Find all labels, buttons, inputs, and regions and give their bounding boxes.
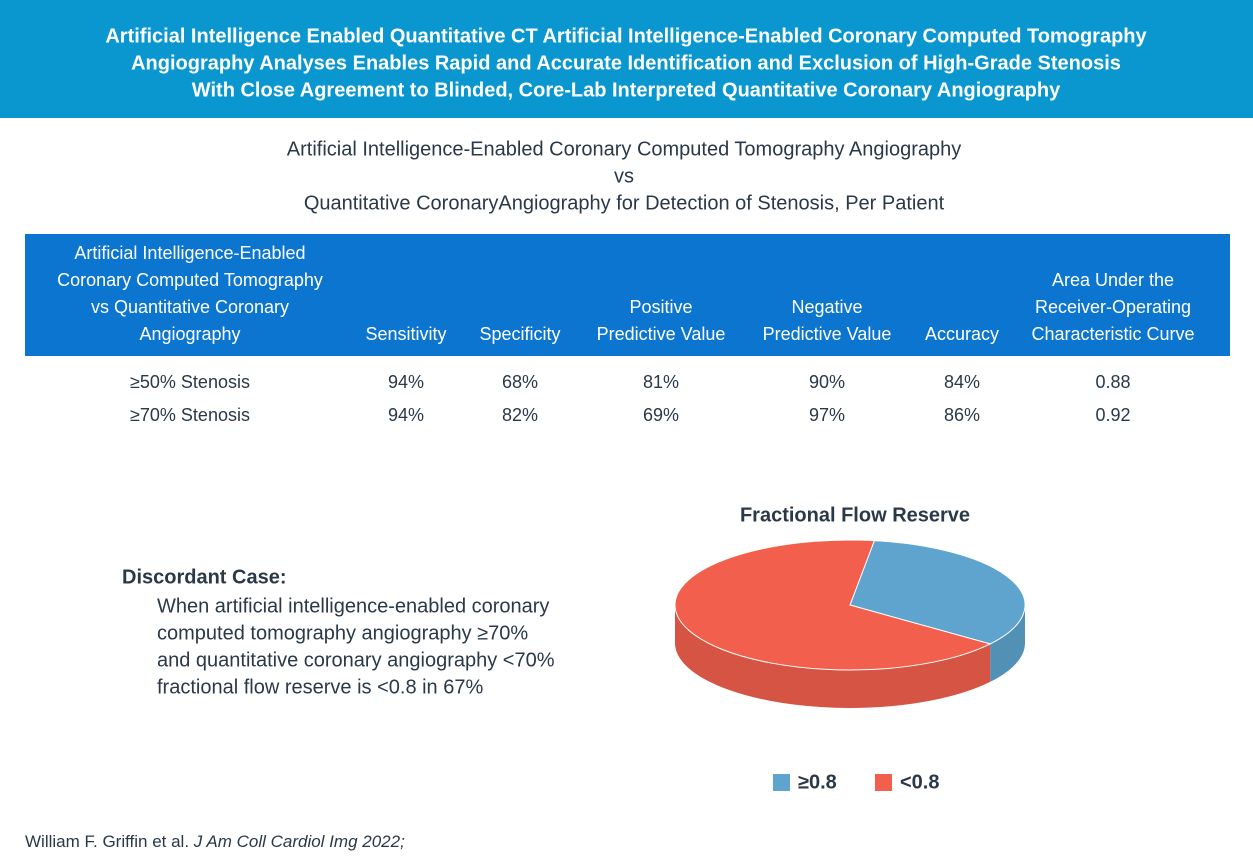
- column-header: Sensitivity: [365, 324, 446, 344]
- table-cell: 97%: [809, 405, 845, 425]
- column-header: vs Quantitative Coronary: [91, 297, 289, 317]
- legend-label: ≥0.8: [798, 771, 837, 793]
- column-header: Receiver-Operating: [1035, 297, 1191, 317]
- column-header: Positive: [629, 297, 692, 317]
- legend-label: <0.8: [900, 771, 939, 793]
- subtitle-line: Artificial Intelligence-Enabled Coronary…: [287, 138, 961, 160]
- table-cell: 0.92: [1095, 405, 1130, 425]
- pie-side: [675, 605, 991, 708]
- pie-slice: [674, 539, 992, 671]
- table-cell: 68%: [502, 372, 538, 392]
- subtitle-line: vs: [614, 165, 634, 187]
- table-cell: 94%: [388, 372, 424, 392]
- table-header-band: [25, 234, 1230, 356]
- citation-authors: William F. Griffin et al.: [25, 832, 194, 851]
- header-title-line: With Close Agreement to Blinded, Core-La…: [192, 79, 1061, 101]
- table-cell: 94%: [388, 405, 424, 425]
- table-cell: 69%: [643, 405, 679, 425]
- header-title-line: Artificial Intelligence Enabled Quantita…: [105, 25, 1147, 47]
- column-header: Predictive Value: [763, 324, 892, 344]
- row-label: ≥70% Stenosis: [130, 405, 250, 425]
- table-cell: 90%: [809, 372, 845, 392]
- column-header: Specificity: [479, 324, 560, 344]
- pie-side: [990, 605, 1025, 682]
- subtitle-line: Quantitative CoronaryAngiography for Det…: [304, 192, 945, 214]
- discordant-line: When artificial intelligence-enabled cor…: [157, 595, 549, 617]
- column-header: Predictive Value: [597, 324, 726, 344]
- citation: William F. Griffin et al. J Am Coll Card…: [25, 832, 405, 851]
- column-header: Coronary Computed Tomography: [57, 270, 323, 290]
- table-cell: 84%: [944, 372, 980, 392]
- discordant-line: and quantitative coronary angiography <7…: [157, 649, 555, 671]
- discordant-line: computed tomography angiography ≥70%: [157, 622, 528, 644]
- pie-slice: [849, 540, 1026, 645]
- header-band: [0, 0, 1253, 118]
- table-cell: 82%: [502, 405, 538, 425]
- column-header: Negative: [791, 297, 862, 317]
- legend-swatch: [773, 774, 790, 791]
- column-header: Angiography: [139, 324, 240, 344]
- discordant-title: Discordant Case:: [122, 566, 287, 588]
- header-title-line: Angiography Analyses Enables Rapid and A…: [131, 52, 1121, 74]
- table-cell: 0.88: [1095, 372, 1130, 392]
- pie-title: Fractional Flow Reserve: [740, 504, 970, 526]
- legend-swatch: [875, 774, 892, 791]
- table-cell: 81%: [643, 372, 679, 392]
- table-cell: 86%: [944, 405, 980, 425]
- column-header: Characteristic Curve: [1031, 324, 1194, 344]
- citation-journal: J Am Coll Cardiol Img 2022;: [193, 832, 405, 851]
- column-header: Accuracy: [925, 324, 999, 344]
- discordant-line: fractional flow reserve is <0.8 in 67%: [157, 676, 483, 698]
- column-header: Artificial Intelligence-Enabled: [74, 243, 305, 263]
- row-label: ≥50% Stenosis: [130, 372, 250, 392]
- column-header: Area Under the: [1052, 270, 1174, 290]
